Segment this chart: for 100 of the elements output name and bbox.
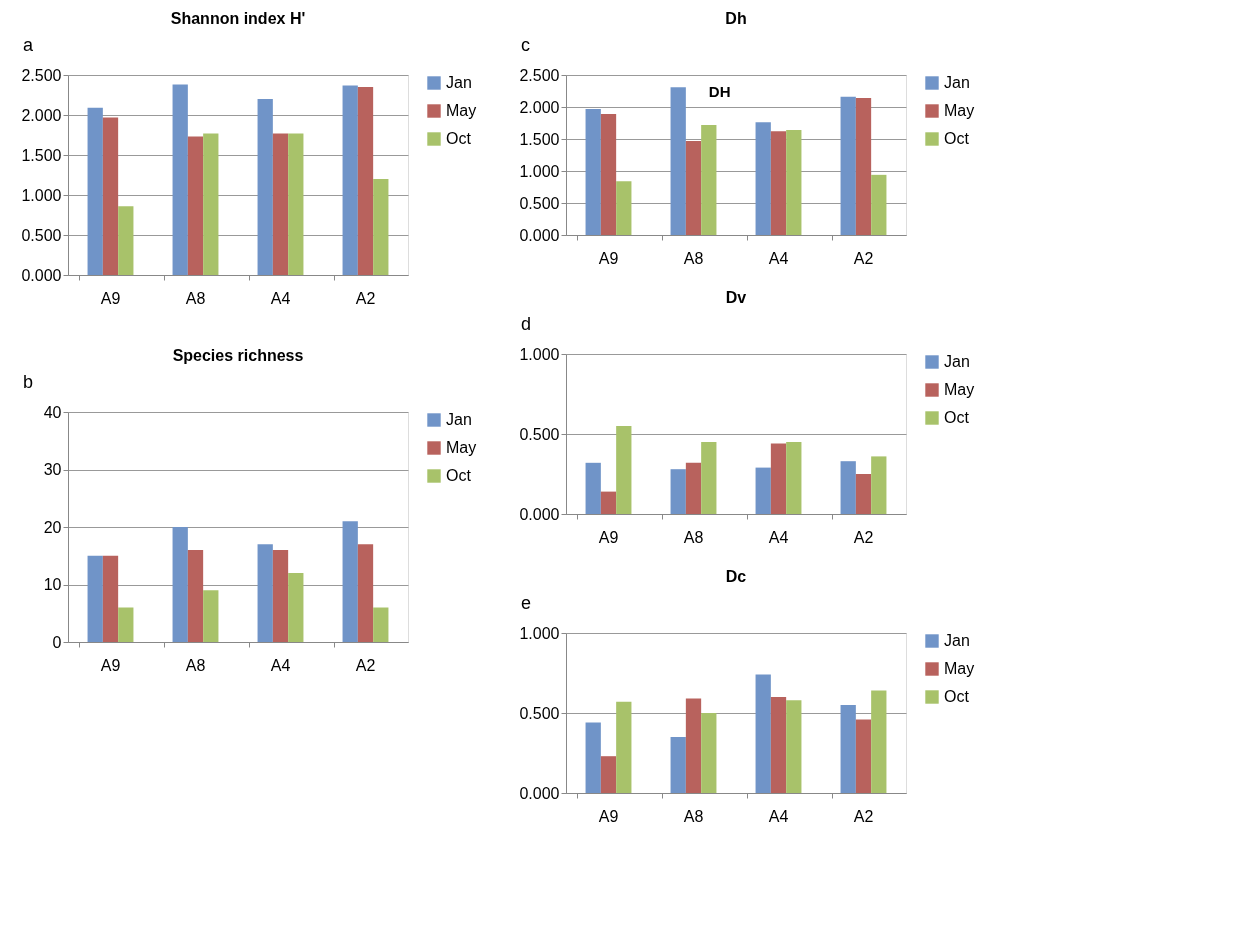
bar bbox=[755, 674, 771, 793]
bar bbox=[357, 544, 374, 642]
legend-label: Oct bbox=[446, 130, 472, 147]
bar bbox=[786, 700, 802, 793]
bar bbox=[118, 607, 134, 642]
bar bbox=[616, 426, 632, 514]
chart-title: Dc bbox=[725, 568, 747, 585]
x-tick-label: A9 bbox=[598, 528, 619, 546]
annotation: DH bbox=[708, 83, 731, 100]
x-tick-label: A4 bbox=[768, 807, 789, 825]
y-tick-label: 0.000 bbox=[519, 784, 560, 802]
bar bbox=[187, 550, 204, 642]
bar bbox=[342, 521, 358, 642]
x-tick-label: A2 bbox=[355, 289, 376, 307]
y-tick-label: 2.000 bbox=[519, 98, 560, 116]
chart-title: Shannon index H' bbox=[170, 10, 306, 27]
x-tick-label: A9 bbox=[598, 249, 619, 267]
legend-label: Jan bbox=[446, 74, 472, 91]
bar bbox=[600, 491, 617, 514]
bar bbox=[670, 87, 686, 235]
bar bbox=[871, 174, 887, 235]
bar bbox=[257, 544, 273, 642]
y-tick-label: 30 bbox=[43, 461, 62, 478]
bar bbox=[871, 456, 887, 514]
y-tick-label: 10 bbox=[43, 576, 62, 593]
text: a bbox=[23, 35, 34, 55]
bar bbox=[855, 98, 872, 235]
x-tick-label: A9 bbox=[100, 656, 121, 674]
y-tick-label: 2.500 bbox=[519, 66, 560, 84]
bar bbox=[685, 698, 702, 793]
bar bbox=[855, 719, 872, 793]
bar bbox=[786, 130, 802, 235]
legend-label: Oct bbox=[446, 467, 472, 484]
bar bbox=[701, 442, 717, 514]
bar bbox=[701, 124, 717, 235]
x-tick-label: A4 bbox=[768, 528, 789, 546]
y-tick-label: 0.500 bbox=[519, 194, 560, 212]
chart-title: Species richness bbox=[172, 347, 304, 364]
x-tick-label: A2 bbox=[853, 807, 874, 825]
bar bbox=[357, 87, 374, 275]
bar bbox=[288, 133, 304, 275]
legend-label: Jan bbox=[944, 353, 970, 370]
bar bbox=[257, 99, 273, 275]
y-tick-label: 1.000 bbox=[519, 162, 560, 180]
y-tick-label: 0.500 bbox=[519, 704, 560, 722]
bar bbox=[203, 133, 219, 275]
bar bbox=[770, 443, 787, 514]
bar bbox=[585, 462, 601, 514]
bar bbox=[840, 461, 856, 514]
bar bbox=[786, 442, 802, 514]
x-tick-label: A8 bbox=[683, 249, 704, 267]
x-tick-label: A8 bbox=[185, 289, 206, 307]
bar bbox=[670, 469, 686, 514]
bar bbox=[770, 697, 787, 793]
bar bbox=[373, 179, 389, 275]
bar bbox=[203, 590, 219, 642]
y-tick-label: 1.000 bbox=[519, 624, 560, 642]
chart-title: Dh bbox=[725, 10, 747, 27]
text: b bbox=[23, 372, 34, 392]
legend-label: Oct bbox=[944, 409, 970, 426]
bar bbox=[685, 140, 702, 235]
y-tick-label: 0.500 bbox=[519, 425, 560, 443]
bar bbox=[770, 131, 787, 235]
legend-label: Oct bbox=[944, 130, 970, 147]
bar bbox=[102, 555, 119, 642]
bar bbox=[87, 555, 103, 642]
bar bbox=[755, 122, 771, 235]
bar bbox=[871, 690, 887, 793]
bar bbox=[701, 713, 717, 793]
x-tick-label: A8 bbox=[683, 807, 704, 825]
bar bbox=[840, 705, 856, 793]
bar bbox=[187, 136, 204, 275]
y-tick-label: 0 bbox=[52, 633, 62, 651]
y-tick-label: 2.500 bbox=[21, 66, 62, 84]
text: e bbox=[521, 593, 532, 613]
bar bbox=[373, 607, 389, 642]
bar bbox=[87, 107, 103, 275]
x-tick-label: A8 bbox=[683, 528, 704, 546]
bar bbox=[600, 114, 617, 235]
legend-label: Jan bbox=[446, 411, 472, 428]
x-tick-label: A2 bbox=[853, 249, 874, 267]
bar bbox=[172, 84, 188, 275]
y-tick-label: 40 bbox=[43, 403, 62, 421]
y-tick-label: 2.000 bbox=[21, 106, 62, 124]
legend-label: May bbox=[944, 102, 975, 119]
y-tick-label: 1.000 bbox=[519, 345, 560, 363]
x-tick-label: A9 bbox=[598, 807, 619, 825]
bar bbox=[616, 181, 632, 235]
bar bbox=[118, 206, 134, 275]
y-tick-label: 1.500 bbox=[21, 146, 62, 164]
x-tick-label: A9 bbox=[100, 289, 121, 307]
text: d bbox=[521, 314, 532, 334]
x-tick-label: A2 bbox=[355, 656, 376, 674]
bar bbox=[840, 96, 856, 235]
bar bbox=[585, 108, 601, 235]
bar bbox=[288, 573, 304, 642]
y-tick-label: 0.000 bbox=[21, 266, 62, 284]
legend-label: May bbox=[944, 660, 975, 677]
legend-label: Oct bbox=[944, 688, 970, 705]
y-tick-label: 0.000 bbox=[519, 226, 560, 244]
